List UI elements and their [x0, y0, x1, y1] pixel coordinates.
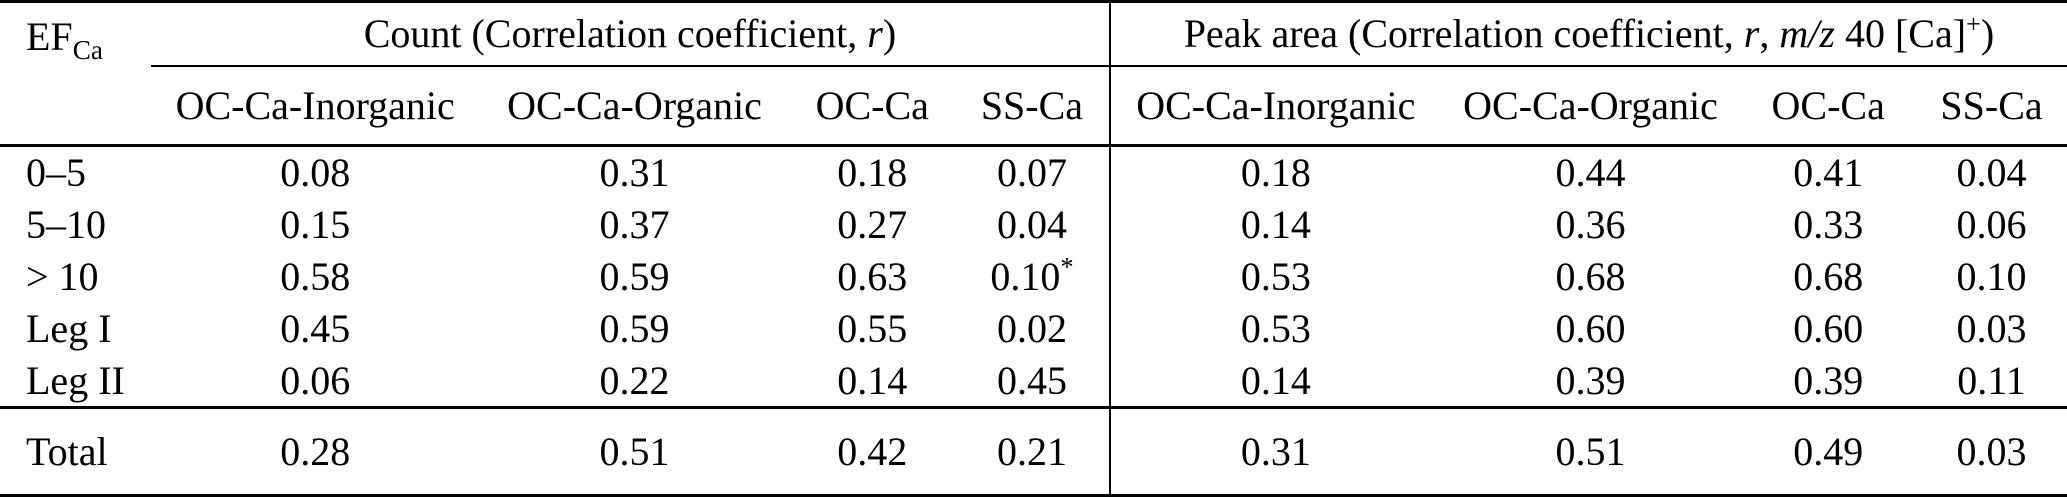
- value-cell: 0.68: [1793, 253, 1864, 299]
- value-cell: 0.60: [1555, 306, 1626, 352]
- row-label: > 10: [26, 253, 99, 299]
- table-row: Leg II 0.06 0.22 0.14 0.45 0.14 0.39 0.39 0.11: [0, 354, 2067, 408]
- value-cell: 0.22: [599, 357, 670, 403]
- efca-label: EF: [26, 14, 73, 59]
- corner-header-efca: EFCa: [0, 1, 151, 147]
- value-cell: 0.59: [599, 253, 670, 299]
- efca-subscript: Ca: [72, 35, 103, 65]
- value-cell: 0.21: [954, 405, 1110, 496]
- value-cell: 0.28: [150, 405, 480, 496]
- superscript-plus: +: [1966, 8, 1981, 39]
- significance-asterisk: *: [1060, 251, 1074, 282]
- value-cell: 0.10*: [955, 250, 1110, 302]
- value-text: 0.10: [990, 253, 1061, 299]
- value-cell: 0.59: [599, 306, 670, 352]
- column-header-oc-ca-count: OC-Ca: [789, 65, 955, 147]
- value-cell: 0.44: [1555, 149, 1626, 195]
- count-header-close: ): [882, 11, 897, 57]
- italic-r: r: [867, 11, 883, 57]
- value-cell: 0.36: [1555, 201, 1626, 247]
- italic-mz: m/z: [1779, 11, 1835, 57]
- value-cell: 0.10: [1956, 253, 2027, 299]
- peak-header-mid: 40 [Ca]: [1834, 11, 1967, 57]
- row-label: Leg II: [26, 357, 125, 403]
- row-label: 5–10: [26, 201, 106, 247]
- table-body: 0–5 0.08 0.31 0.18 0.07 0.18 0.44 0.41 0.04 5–10 0…: [0, 145, 2067, 408]
- value-cell: 0.18: [837, 149, 908, 195]
- value-cell: 0.04: [1956, 149, 2027, 195]
- value-cell: 0.07: [996, 149, 1067, 195]
- value-cell: 0.18: [1108, 145, 1441, 198]
- value-cell: 0.41: [1793, 149, 1864, 195]
- value-cell: 0.31: [1108, 405, 1441, 496]
- value-cell: 0.14: [1108, 197, 1441, 251]
- peak-header-text: Peak area (Correlation coefficient,: [1183, 11, 1744, 57]
- column-header-row: OC-Ca-Inorganic OC-Ca-Organic OC-Ca SS-C…: [0, 65, 2067, 147]
- table-row: Total 0.28 0.51 0.42 0.21 0.31 0.51 0.49 0.03: [0, 405, 2067, 496]
- value-cell: 0.27: [837, 201, 908, 247]
- value-cell: 0.31: [599, 149, 670, 195]
- value-cell: 0.39: [1793, 357, 1864, 403]
- row-label: Total: [0, 405, 151, 496]
- table-row: > 10 0.58 0.59 0.63 0.10* 0.53 0.68 0.68 0.10: [0, 250, 2067, 303]
- peak-header-comma: ,: [1759, 11, 1780, 57]
- value-cell: 0.49: [1740, 405, 1917, 496]
- column-header-oc-ca-inorganic-count: OC-Ca-Inorganic: [150, 65, 480, 147]
- value-cell: 0.63: [837, 253, 908, 299]
- value-cell: 0.11: [1957, 357, 2026, 403]
- group-header-count: Count (Correlation coefficient, r): [150, 1, 1110, 67]
- column-header-ss-ca-count: SS-Ca: [954, 65, 1110, 147]
- table-row: Leg I 0.45 0.59 0.55 0.02 0.53 0.60 0.60 0.03: [0, 302, 2067, 355]
- column-header-oc-ca-organic-count: OC-Ca-Organic: [479, 65, 790, 147]
- group-header-row: EFCa Count (Correlation coefficient, r) …: [0, 1, 2067, 147]
- column-header-oc-ca-inorganic-peak: OC-Ca-Inorganic: [1108, 65, 1441, 147]
- value-cell: 0.08: [280, 149, 351, 195]
- value-cell: 0.53: [1108, 302, 1441, 355]
- value-cell: 0.04: [996, 201, 1067, 247]
- peak-header-close: ): [1980, 11, 1995, 57]
- italic-r: r: [1743, 11, 1760, 57]
- value-cell: 0.58: [280, 253, 351, 299]
- value-cell: 0.51: [479, 405, 790, 496]
- value-cell: 0.15: [280, 201, 351, 247]
- value-cell: 0.14: [837, 357, 908, 403]
- value-cell: 0.45: [280, 306, 351, 352]
- value-cell: 0.03: [1956, 306, 2027, 352]
- value-cell: 0.14: [1108, 354, 1441, 408]
- column-header-oc-ca-peak: OC-Ca: [1740, 65, 1917, 147]
- value-cell: 0.53: [1108, 250, 1441, 303]
- column-header-ss-ca-peak: SS-Ca: [1916, 65, 2067, 147]
- table-row: 5–10 0.15 0.37 0.27 0.04 0.14 0.36 0.33 0.06: [0, 197, 2067, 251]
- value-cell: 0.06: [280, 357, 351, 403]
- row-label: 0–5: [26, 149, 86, 195]
- value-cell: 0.51: [1440, 405, 1741, 496]
- value-cell: 0.55: [837, 306, 908, 352]
- value-cell: 0.06: [1956, 201, 2027, 247]
- value-cell: 0.60: [1793, 306, 1864, 352]
- value-cell: 0.33: [1793, 201, 1864, 247]
- table-row: 0–5 0.08 0.31 0.18 0.07 0.18 0.44 0.41 0.04: [0, 145, 2067, 198]
- value-cell: 0.42: [789, 405, 955, 496]
- count-header-text: Count (Correlation coefficient,: [363, 11, 868, 57]
- table-footer: Total 0.28 0.51 0.42 0.21 0.31 0.51 0.49 0.03: [0, 405, 2067, 496]
- value-cell: 0.45: [996, 357, 1067, 403]
- value-cell: 0.39: [1555, 357, 1626, 403]
- value-cell: 0.03: [1916, 405, 2067, 496]
- column-header-oc-ca-organic-peak: OC-Ca-Organic: [1440, 65, 1741, 147]
- value-cell: 0.02: [996, 306, 1067, 352]
- value-cell: 0.68: [1555, 253, 1626, 299]
- value-cell: 0.37: [599, 201, 670, 247]
- group-header-peak-area: Peak area (Correlation coefficient, r, m…: [1108, 1, 2067, 67]
- row-label: Leg I: [26, 306, 112, 352]
